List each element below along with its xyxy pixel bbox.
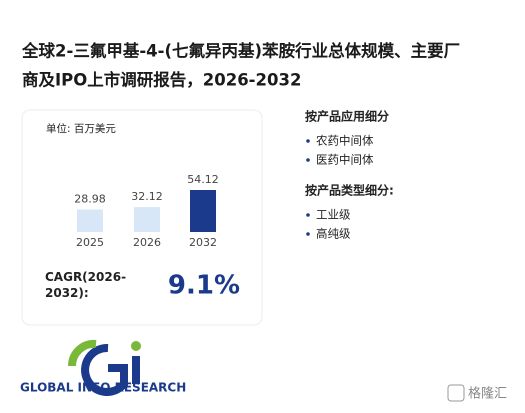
bar [190, 190, 216, 232]
title-line: 商及IPO上市调研报告，2026-2032 [22, 70, 301, 90]
segment-item: 高纯级 [316, 227, 351, 241]
bullet [306, 158, 310, 162]
x-tick-label: 2032 [189, 236, 217, 249]
x-tick-label: 2026 [133, 236, 161, 249]
value-label: 28.98 [74, 193, 106, 206]
segment-item: 农药中间体 [316, 134, 374, 148]
bar [77, 209, 103, 232]
segment-item: 医药中间体 [316, 153, 374, 167]
x-tick-label: 2025 [76, 236, 104, 249]
bullet [306, 232, 310, 236]
segment-item: 工业级 [316, 208, 351, 222]
logo-text: GLOBAL INFO RESEARCH [20, 381, 186, 395]
segment-heading: 按产品类型细分: [305, 183, 394, 198]
bullet [306, 139, 310, 143]
watermark: 格隆汇 [468, 386, 507, 402]
cagr-value: 9.1% [168, 271, 240, 301]
segment-heading: 按产品应用细分 [305, 109, 389, 124]
watermark-icon [447, 384, 465, 402]
title-line: 全球2-三氟甲基-4-(七氟异丙基)苯胺行业总体规模、主要厂 [21, 41, 460, 61]
bar [134, 207, 160, 232]
value-label: 54.12 [187, 173, 219, 186]
cagr-label: CAGR(2026-2032): [45, 270, 126, 300]
bullet [306, 213, 310, 217]
unit-label: 单位: 百万美元 [46, 122, 116, 135]
logo [67, 339, 141, 396]
value-label: 32.12 [131, 190, 163, 203]
